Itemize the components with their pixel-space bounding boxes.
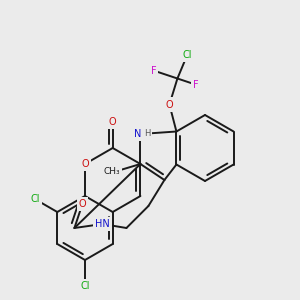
Text: O: O xyxy=(109,117,116,127)
Text: N: N xyxy=(134,129,141,139)
Text: O: O xyxy=(81,159,89,169)
Text: HN: HN xyxy=(95,219,110,229)
Text: H: H xyxy=(144,130,151,139)
Text: Cl: Cl xyxy=(183,50,192,59)
Text: Cl: Cl xyxy=(30,194,40,204)
Text: Cl: Cl xyxy=(80,281,90,291)
Text: O: O xyxy=(79,199,86,209)
Text: O: O xyxy=(166,100,173,110)
Text: F: F xyxy=(193,80,198,89)
Text: CH₃: CH₃ xyxy=(103,167,120,176)
Text: F: F xyxy=(151,65,156,76)
